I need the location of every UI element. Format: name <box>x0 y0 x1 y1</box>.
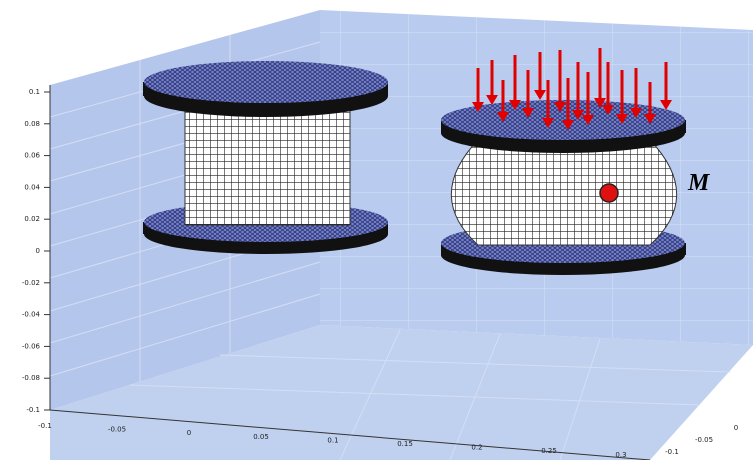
x-tick-label: 0.3 <box>615 451 626 459</box>
x-tick-label: 0.05 <box>253 433 269 441</box>
x-tick-label: 0 <box>187 429 191 437</box>
y-tick-label: -0.05 <box>695 436 713 444</box>
z-tick-label: -0.06 <box>22 342 41 350</box>
z-tick-label: 0.08 <box>24 120 40 128</box>
z-tick-label: -0.08 <box>22 374 40 382</box>
x-tick-label: 0.1 <box>327 436 338 444</box>
z-tick-label: 0.04 <box>24 183 40 191</box>
z-tick-label: 0.1 <box>29 88 40 96</box>
y-tick-label: 0 <box>734 424 738 432</box>
x-tick-label: 0.25 <box>541 447 557 455</box>
z-tick-label: -0.02 <box>22 279 40 287</box>
z-tick-label: -0.1 <box>26 406 40 414</box>
z-tick-label: -0.04 <box>22 311 41 319</box>
point-marker <box>600 184 618 202</box>
x-tick-label: 0.2 <box>471 444 482 452</box>
x-tick-label: -0.05 <box>108 426 126 434</box>
z-tick-label: 0.06 <box>24 152 40 160</box>
cylinder-deformed <box>441 100 686 275</box>
figure: M 0.1 0.08 0.06 0.04 0.02 0 -0.02 -0.04 -0.06 -0.… <box>0 0 753 460</box>
annotation: M <box>687 170 711 196</box>
z-tick-label: 0.02 <box>24 215 40 223</box>
x-tick-label: -0.1 <box>38 422 52 430</box>
z-tick-label: 0 <box>36 247 40 255</box>
y-tick-label: -0.1 <box>665 448 679 456</box>
x-tick-label: 0.15 <box>397 440 413 448</box>
